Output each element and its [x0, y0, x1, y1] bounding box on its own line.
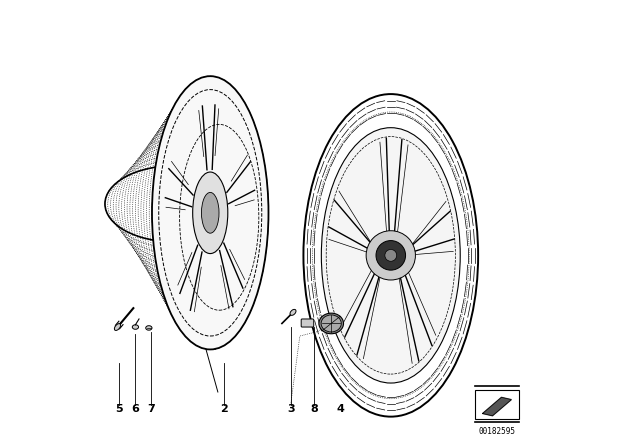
Text: 5: 5	[115, 404, 123, 414]
Bar	[475, 390, 520, 419]
Ellipse shape	[152, 76, 269, 349]
Ellipse shape	[321, 315, 341, 332]
Text: 1: 1	[430, 257, 438, 267]
Ellipse shape	[193, 172, 228, 254]
Ellipse shape	[319, 313, 344, 334]
FancyBboxPatch shape	[301, 319, 314, 327]
Polygon shape	[483, 397, 511, 416]
Ellipse shape	[321, 128, 460, 383]
Ellipse shape	[290, 310, 296, 315]
Text: 6: 6	[131, 404, 140, 414]
Ellipse shape	[376, 241, 406, 270]
Text: 3: 3	[287, 404, 294, 414]
Ellipse shape	[146, 326, 152, 330]
Text: 00182595: 00182595	[479, 427, 515, 436]
Ellipse shape	[115, 323, 120, 331]
Text: 8: 8	[310, 404, 318, 414]
Text: 4: 4	[336, 404, 344, 414]
Ellipse shape	[132, 325, 139, 329]
Text: 2: 2	[220, 404, 228, 414]
Text: 7: 7	[147, 404, 154, 414]
Ellipse shape	[385, 250, 397, 261]
Ellipse shape	[202, 193, 219, 233]
Ellipse shape	[366, 231, 415, 280]
